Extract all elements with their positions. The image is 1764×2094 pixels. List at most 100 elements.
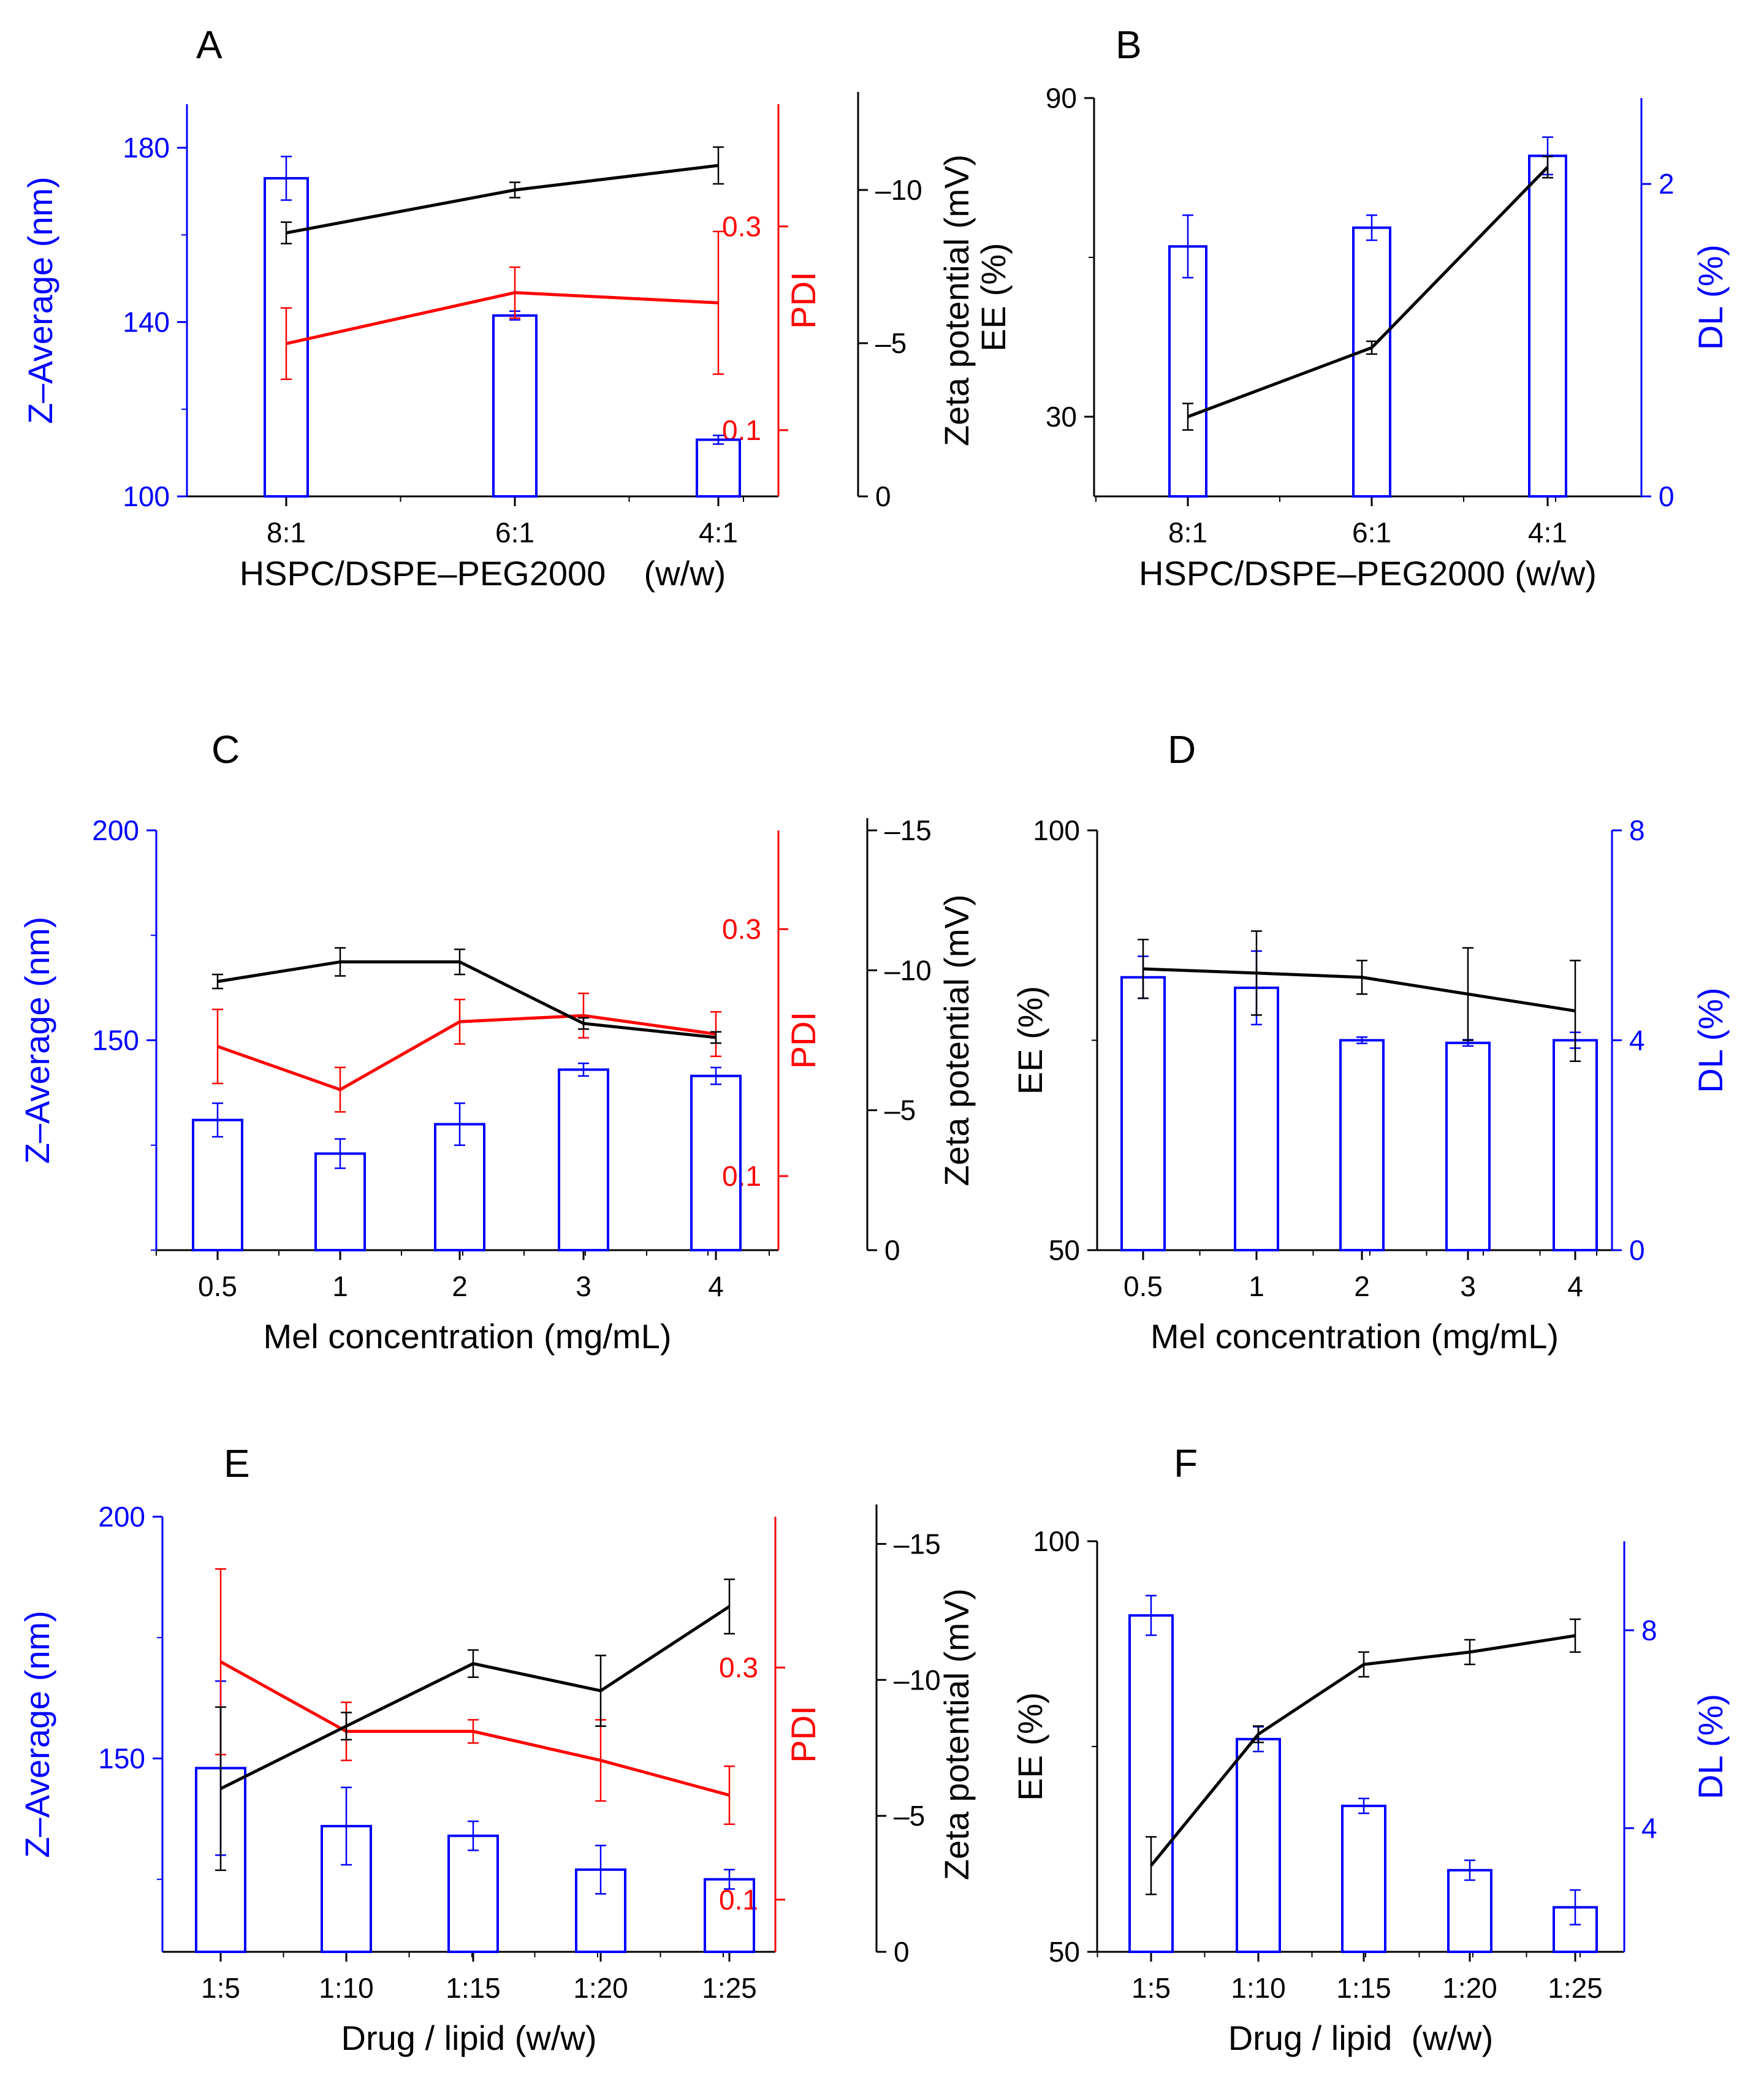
left-tick-label: 200 [98,1501,145,1533]
left-tick-label: 150 [98,1742,145,1774]
right-tick-label: 0.3 [719,1652,758,1683]
bar-4:1 [696,438,741,498]
right-tick-label: 0 [884,1234,900,1266]
right-tick-label: –15 [894,1528,941,1560]
left-axis-title: EE (%) [974,243,1013,351]
zeta-line [217,960,717,1039]
bar-4:1 [1528,154,1567,498]
bar-1:10 [1236,1737,1281,1954]
panel-F: F 1:5 1:10 1:15 1:20 1:25 Drug / lipid (w/w) 50… [1011,1441,1730,2057]
left-tick-label: 100 [123,480,170,512]
right-axis-title: Zeta potential (mV) [937,1588,976,1880]
right-tick-label: –5 [894,1800,925,1832]
x-tick-label: 2 [1354,1270,1370,1302]
right-axis-title: DL (%) [1691,987,1730,1093]
bar-1:15 [447,1834,499,1954]
bar-1:20 [1447,1868,1492,1953]
x-tick-label: 1:20 [1442,1972,1497,2004]
panel-letter: E [224,1441,250,1485]
x-tick-label: 0.5 [1123,1270,1163,1302]
x-axis-title: HSPC/DSPE–PEG2000 (w/w) [1139,554,1597,593]
panel-letter: D [1168,727,1196,772]
x-tick-label: 8:1 [267,517,306,548]
x-axis-title: HSPC/DSPE–PEG2000 (w/w) [240,554,726,593]
x-axis-title: Drug / lipid (w/w) [1228,2019,1494,2057]
right-tick-label: 8 [1629,814,1645,846]
x-tick-label: 1:5 [201,1972,240,2004]
bar-2 [1339,1039,1385,1251]
pdi-axis-title: PDI [784,271,823,328]
panel-letter: B [1116,23,1142,67]
bar-0.5 [192,1118,243,1252]
bar-0.5 [1120,976,1166,1251]
right-tick-label: 0 [875,480,891,512]
right-tick-label: 0 [1659,480,1675,512]
bar-3 [1445,1041,1491,1251]
right-axis-title: DL (%) [1691,245,1730,350]
x-tick-label: 3 [1460,1270,1476,1302]
x-tick-label: 1:20 [573,1972,628,2004]
right-tick-label: 0 [1629,1234,1645,1266]
right-tick-label: –10 [884,954,932,986]
panel-E: E 1:5 1:10 1:15 1:20 1:25 Drug / lipid (w/w) 15… [18,1441,976,2057]
zeta-line [286,164,719,235]
x-axis-title: Mel concentration (mg/mL) [1150,1317,1559,1356]
right-tick-label: 0.1 [722,1160,761,1192]
panel-letter: A [196,23,222,67]
bar-1 [1234,986,1279,1251]
bar-6:1 [492,314,538,498]
pdi-line [286,291,719,346]
bar-6:1 [1352,226,1391,498]
ee-line [1142,967,1576,1013]
left-tick-label: 50 [1049,1936,1080,1968]
bar-8:1 [1168,245,1207,498]
pdi-axis-title: PDI [784,1705,823,1762]
right-tick-label: 0.3 [722,913,761,945]
x-tick-label: 1:25 [1548,1972,1603,2004]
left-tick-label: 30 [1046,401,1077,433]
panel-letter: C [211,727,240,772]
left-axis-title: Z–Average (nm) [18,917,56,1164]
x-tick-label: 1:10 [1231,1972,1286,2004]
bar-4 [1553,1039,1598,1251]
right-tick-label: 0.3 [722,210,761,242]
x-axis-title: Mel concentration (mg/mL) [263,1317,671,1356]
x-tick-label: 1:10 [319,1972,374,2004]
right-tick-label: 4 [1629,1025,1645,1056]
x-tick-label: 4 [1567,1270,1583,1302]
right-tick-label: 8 [1641,1614,1657,1646]
pdi-line [217,1014,717,1091]
panel-B: B 8:1 6:1 4:1 HSPC/DSPE–PEG2000 (w/w) 30 90 EE … [974,23,1730,593]
right-tick-label: 0.1 [722,414,761,446]
left-axis-title: Z–Average (nm) [21,176,59,424]
x-tick-label: 4:1 [1528,517,1567,548]
panel-letter: F [1174,1441,1198,1485]
x-tick-label: 8:1 [1168,517,1207,548]
right-tick-label: –10 [894,1664,941,1696]
right-tick-label: 0 [894,1936,910,1968]
pdi-line [219,1660,730,1797]
x-tick-label: 6:1 [1352,517,1391,548]
left-tick-label: 90 [1046,82,1077,114]
x-tick-label: 1:15 [1336,1972,1391,2004]
right-tick-label: –15 [884,814,932,846]
right-tick-label: 4 [1641,1812,1657,1844]
x-tick-label: 4:1 [699,517,738,548]
right-axis-title: DL (%) [1691,1694,1730,1799]
panel-C: C 0.5 1 2 3 4 Mel concentration (mg/mL) 150 200 Z… [18,727,976,1356]
left-tick-label: 180 [123,132,170,164]
x-tick-label: 3 [576,1270,591,1302]
right-axis-title: Zeta potential (mV) [937,154,976,446]
x-tick-label: 1 [1249,1270,1264,1302]
x-tick-label: 4 [708,1270,724,1302]
x-tick-label: 0.5 [198,1270,237,1302]
x-axis-title: Drug / lipid (w/w) [341,2019,597,2057]
pdi-axis-title: PDI [784,1012,823,1069]
left-tick-label: 150 [92,1025,139,1056]
x-tick-label: 1 [332,1270,348,1302]
right-tick-label: 2 [1659,168,1675,200]
left-axis-title: EE (%) [1011,986,1049,1094]
zeta-line [219,1605,731,1790]
